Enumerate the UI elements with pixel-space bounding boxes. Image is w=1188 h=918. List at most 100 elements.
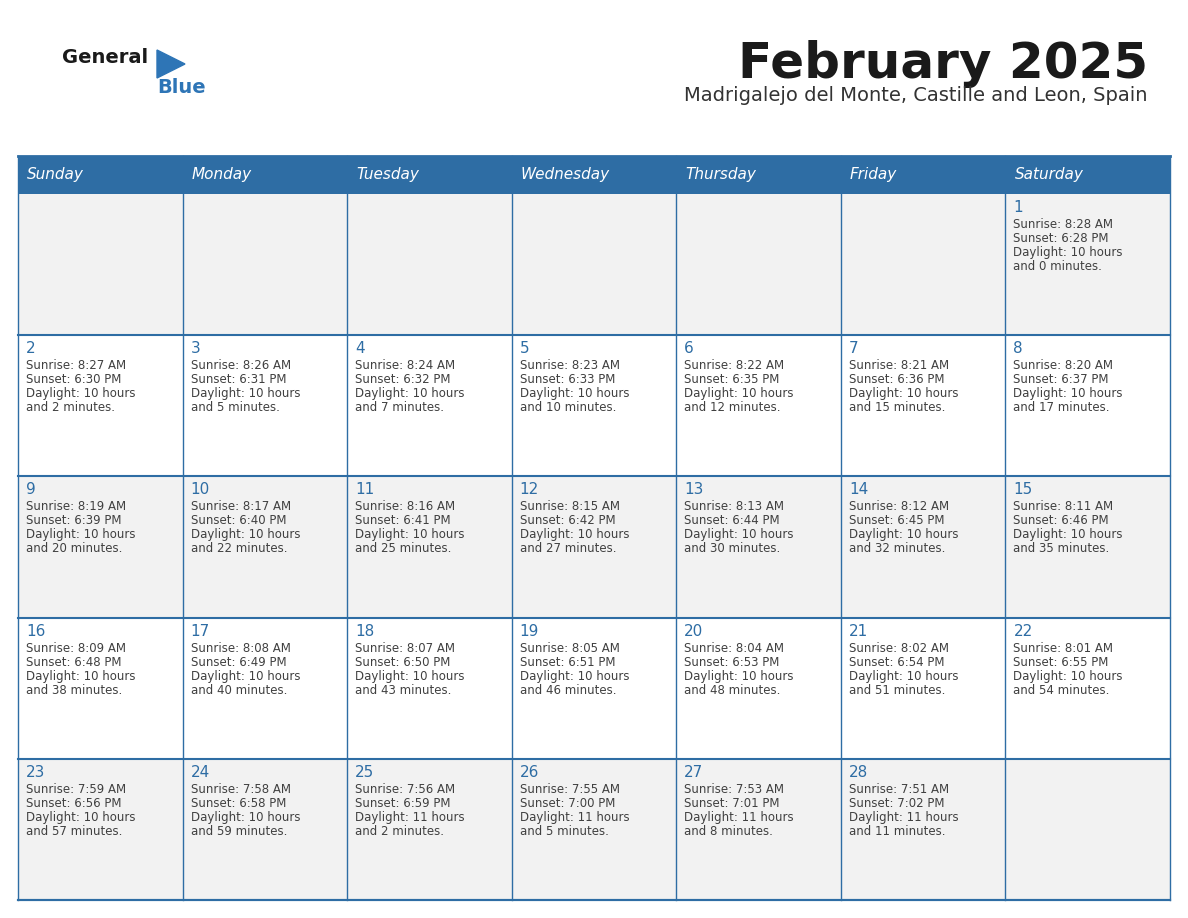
Text: Sunset: 6:35 PM: Sunset: 6:35 PM xyxy=(684,374,779,386)
Bar xyxy=(183,335,347,476)
Bar xyxy=(676,618,841,759)
Text: and 59 minutes.: and 59 minutes. xyxy=(190,824,287,838)
Text: Daylight: 10 hours: Daylight: 10 hours xyxy=(26,387,135,400)
Text: Sunset: 6:39 PM: Sunset: 6:39 PM xyxy=(26,514,121,528)
Text: and 32 minutes.: and 32 minutes. xyxy=(849,543,946,555)
Bar xyxy=(841,759,1005,900)
Text: Daylight: 11 hours: Daylight: 11 hours xyxy=(684,811,794,823)
Bar xyxy=(18,335,183,476)
Text: 15: 15 xyxy=(1013,482,1032,498)
Bar xyxy=(512,618,676,759)
Text: 6: 6 xyxy=(684,341,694,356)
Text: Sunset: 6:48 PM: Sunset: 6:48 PM xyxy=(26,655,121,668)
Text: Sunrise: 8:09 AM: Sunrise: 8:09 AM xyxy=(26,642,126,655)
Text: Sunrise: 7:51 AM: Sunrise: 7:51 AM xyxy=(849,783,949,796)
Bar xyxy=(841,618,1005,759)
Text: Sunrise: 8:26 AM: Sunrise: 8:26 AM xyxy=(190,359,291,372)
Text: 23: 23 xyxy=(26,765,45,779)
Text: and 54 minutes.: and 54 minutes. xyxy=(1013,684,1110,697)
Text: Daylight: 10 hours: Daylight: 10 hours xyxy=(355,669,465,683)
Bar xyxy=(841,194,1005,335)
Text: Daylight: 10 hours: Daylight: 10 hours xyxy=(849,387,959,400)
Text: Sunrise: 8:23 AM: Sunrise: 8:23 AM xyxy=(519,359,620,372)
Text: and 51 minutes.: and 51 minutes. xyxy=(849,684,946,697)
Text: and 5 minutes.: and 5 minutes. xyxy=(190,401,279,414)
Text: 7: 7 xyxy=(849,341,859,356)
Bar xyxy=(18,618,183,759)
Bar xyxy=(347,759,512,900)
Text: Daylight: 10 hours: Daylight: 10 hours xyxy=(1013,246,1123,259)
Text: Daylight: 10 hours: Daylight: 10 hours xyxy=(684,529,794,542)
Text: Sunrise: 8:04 AM: Sunrise: 8:04 AM xyxy=(684,642,784,655)
Text: Daylight: 10 hours: Daylight: 10 hours xyxy=(190,811,301,823)
Text: 11: 11 xyxy=(355,482,374,498)
Text: 13: 13 xyxy=(684,482,703,498)
Text: Sunset: 6:58 PM: Sunset: 6:58 PM xyxy=(190,797,286,810)
Text: Sunset: 6:55 PM: Sunset: 6:55 PM xyxy=(1013,655,1108,668)
Text: 26: 26 xyxy=(519,765,539,779)
Text: Wednesday: Wednesday xyxy=(520,167,609,183)
Text: Sunset: 6:31 PM: Sunset: 6:31 PM xyxy=(190,374,286,386)
Text: and 17 minutes.: and 17 minutes. xyxy=(1013,401,1110,414)
Text: Daylight: 10 hours: Daylight: 10 hours xyxy=(684,387,794,400)
Text: Sunset: 6:37 PM: Sunset: 6:37 PM xyxy=(1013,374,1108,386)
Text: and 8 minutes.: and 8 minutes. xyxy=(684,824,773,838)
Text: Sunrise: 8:05 AM: Sunrise: 8:05 AM xyxy=(519,642,620,655)
Text: Daylight: 10 hours: Daylight: 10 hours xyxy=(355,529,465,542)
Text: Sunrise: 8:13 AM: Sunrise: 8:13 AM xyxy=(684,500,784,513)
Text: Sunset: 6:59 PM: Sunset: 6:59 PM xyxy=(355,797,450,810)
Text: 4: 4 xyxy=(355,341,365,356)
Text: Sunset: 6:42 PM: Sunset: 6:42 PM xyxy=(519,514,615,528)
Text: 14: 14 xyxy=(849,482,868,498)
Text: and 46 minutes.: and 46 minutes. xyxy=(519,684,617,697)
Text: and 38 minutes.: and 38 minutes. xyxy=(26,684,122,697)
Bar xyxy=(347,335,512,476)
Text: 9: 9 xyxy=(26,482,36,498)
Bar xyxy=(512,194,676,335)
Text: Sunset: 6:32 PM: Sunset: 6:32 PM xyxy=(355,374,450,386)
Bar xyxy=(841,335,1005,476)
Text: Sunrise: 8:02 AM: Sunrise: 8:02 AM xyxy=(849,642,949,655)
Text: and 43 minutes.: and 43 minutes. xyxy=(355,684,451,697)
Text: Sunset: 7:02 PM: Sunset: 7:02 PM xyxy=(849,797,944,810)
Bar xyxy=(841,476,1005,618)
Text: 16: 16 xyxy=(26,623,45,639)
Text: Sunrise: 8:27 AM: Sunrise: 8:27 AM xyxy=(26,359,126,372)
Text: Sunrise: 8:16 AM: Sunrise: 8:16 AM xyxy=(355,500,455,513)
Text: Sunrise: 8:08 AM: Sunrise: 8:08 AM xyxy=(190,642,290,655)
Text: Sunset: 6:30 PM: Sunset: 6:30 PM xyxy=(26,374,121,386)
Bar xyxy=(183,618,347,759)
Text: 2: 2 xyxy=(26,341,36,356)
Text: Sunset: 6:28 PM: Sunset: 6:28 PM xyxy=(1013,232,1108,245)
Text: Sunrise: 7:59 AM: Sunrise: 7:59 AM xyxy=(26,783,126,796)
Bar xyxy=(676,335,841,476)
Bar xyxy=(1005,759,1170,900)
Text: and 22 minutes.: and 22 minutes. xyxy=(190,543,287,555)
Text: Sunrise: 8:17 AM: Sunrise: 8:17 AM xyxy=(190,500,291,513)
Text: Sunrise: 8:01 AM: Sunrise: 8:01 AM xyxy=(1013,642,1113,655)
Text: Sunset: 6:40 PM: Sunset: 6:40 PM xyxy=(190,514,286,528)
Bar xyxy=(347,476,512,618)
Text: Sunset: 6:41 PM: Sunset: 6:41 PM xyxy=(355,514,450,528)
Text: Daylight: 10 hours: Daylight: 10 hours xyxy=(355,387,465,400)
Bar xyxy=(676,476,841,618)
Text: 18: 18 xyxy=(355,623,374,639)
Text: 22: 22 xyxy=(1013,623,1032,639)
Text: Sunrise: 7:53 AM: Sunrise: 7:53 AM xyxy=(684,783,784,796)
Text: Sunrise: 8:07 AM: Sunrise: 8:07 AM xyxy=(355,642,455,655)
Text: Sunrise: 8:15 AM: Sunrise: 8:15 AM xyxy=(519,500,620,513)
Polygon shape xyxy=(157,50,185,78)
Text: Daylight: 10 hours: Daylight: 10 hours xyxy=(26,811,135,823)
Text: Sunrise: 8:22 AM: Sunrise: 8:22 AM xyxy=(684,359,784,372)
Bar xyxy=(1005,335,1170,476)
Bar xyxy=(1005,618,1170,759)
Text: Daylight: 10 hours: Daylight: 10 hours xyxy=(519,669,630,683)
Text: and 57 minutes.: and 57 minutes. xyxy=(26,824,122,838)
Text: Sunset: 6:53 PM: Sunset: 6:53 PM xyxy=(684,655,779,668)
Text: and 11 minutes.: and 11 minutes. xyxy=(849,824,946,838)
Text: Sunrise: 8:28 AM: Sunrise: 8:28 AM xyxy=(1013,218,1113,231)
Text: Sunrise: 7:56 AM: Sunrise: 7:56 AM xyxy=(355,783,455,796)
Text: Friday: Friday xyxy=(849,167,897,183)
Text: Daylight: 10 hours: Daylight: 10 hours xyxy=(849,669,959,683)
Text: Sunset: 6:33 PM: Sunset: 6:33 PM xyxy=(519,374,615,386)
